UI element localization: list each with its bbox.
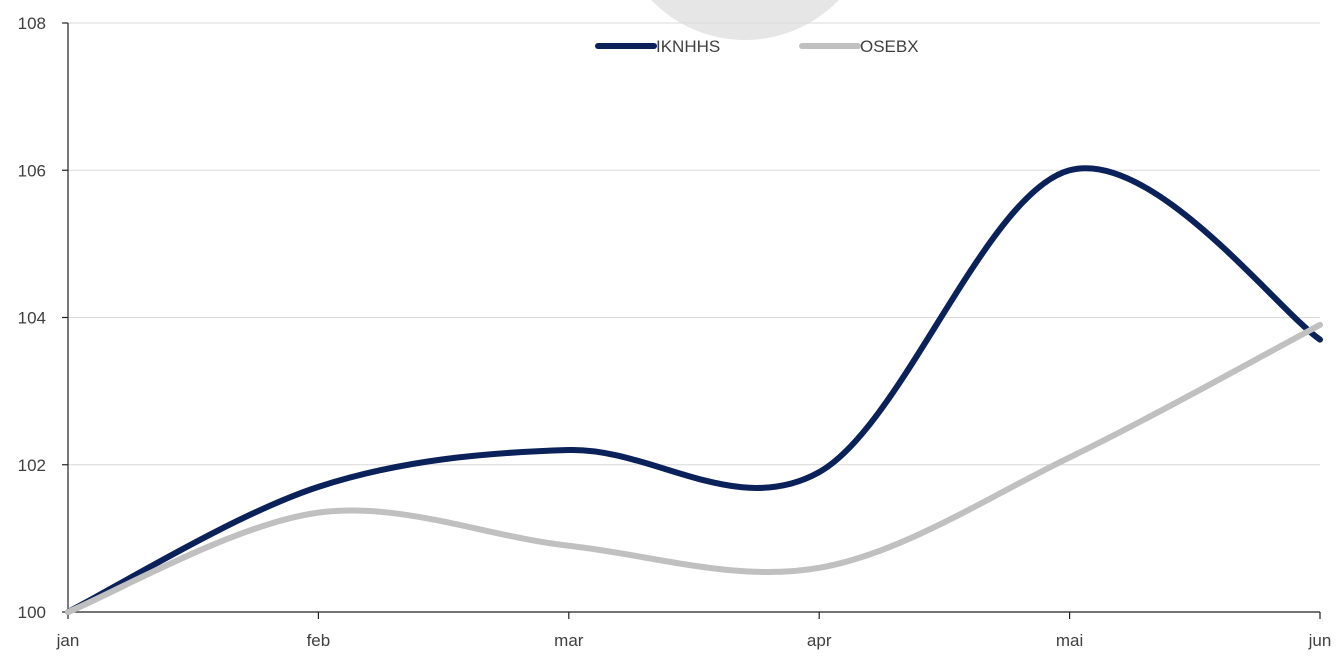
y-tick-label: 106 [18,161,46,180]
x-tick-label: apr [807,631,832,650]
legend-label-osebx: OSEBX [860,37,919,56]
series-line-osebx [65,321,1323,615]
x-tick-label: jun [1308,631,1332,650]
y-tick-label: 104 [18,309,46,328]
y-tick-label: 100 [18,603,46,622]
x-tick-label: mai [1056,631,1083,650]
legend: IKNHHS OSEBX [595,37,919,56]
x-tick-label: mar [554,631,584,650]
grid-layer [68,22,1320,466]
x-tick-label: feb [307,631,331,650]
series-line-iknhhs [65,165,1323,615]
axis-layer: 100 102 104 106 108 jan feb mar apr mai jun [18,14,1332,650]
y-tick-label: 102 [18,456,46,475]
background-decoration-circle [651,0,839,40]
legend-label-iknhhs: IKNHHS [656,37,720,56]
x-tick-label: jan [56,631,80,650]
y-tick-label: 108 [18,14,46,33]
series-layer [65,165,1323,615]
